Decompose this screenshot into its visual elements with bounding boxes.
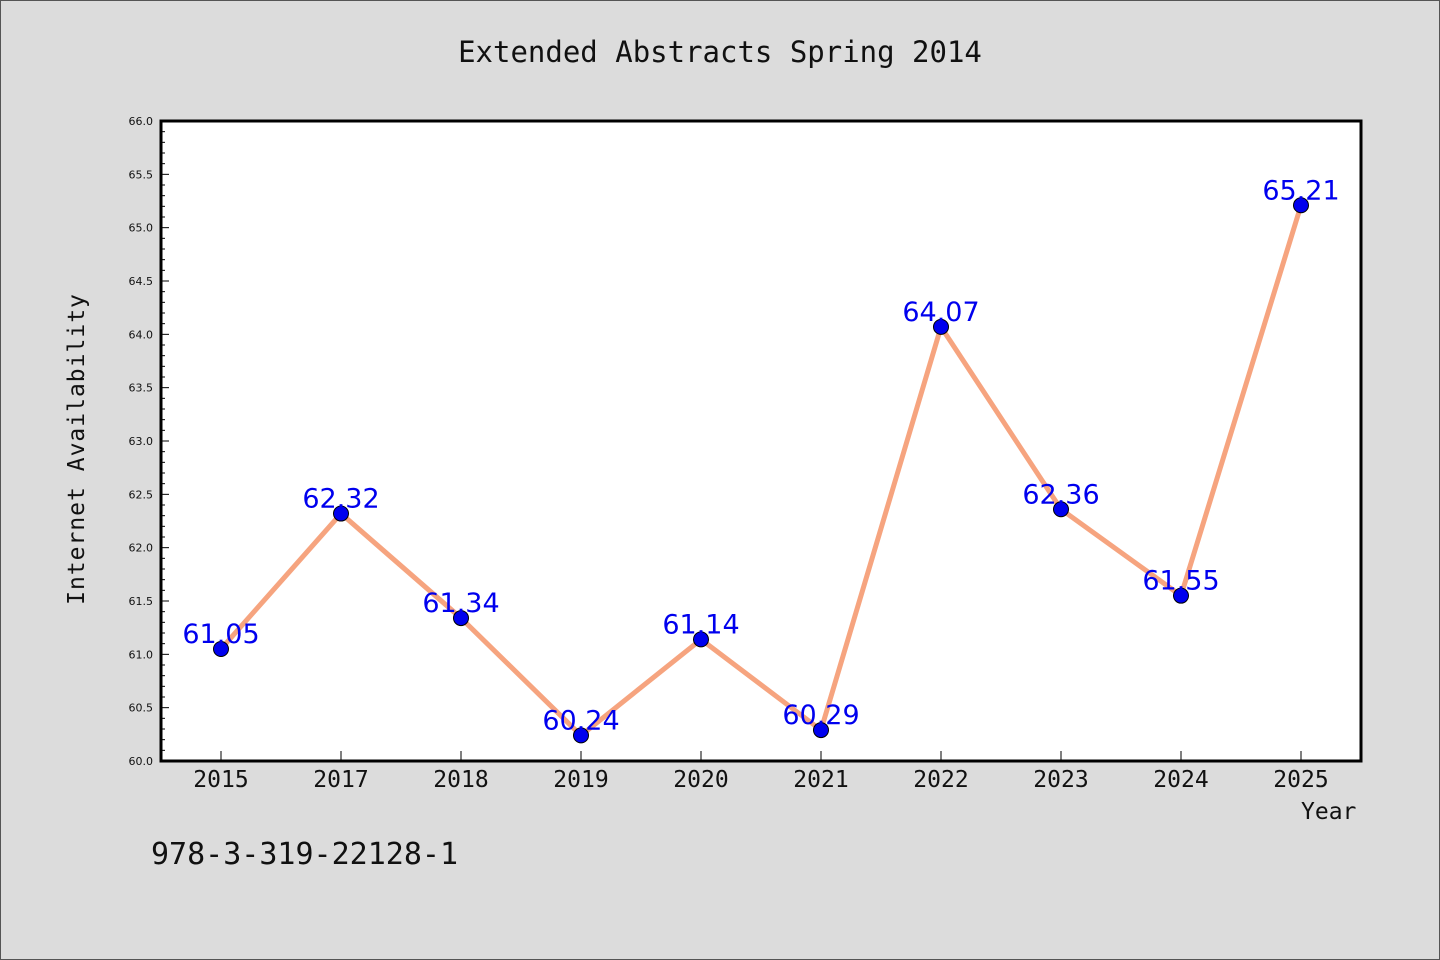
x-tick-label: 2022 — [913, 767, 968, 793]
data-point — [453, 610, 469, 627]
data-label: 65.21 — [1262, 175, 1339, 206]
y-axis: 60.0 60.5 61.0 61.5 62.0 62.5 63.0 63.5 64.0 64.5… — [129, 115, 169, 768]
data-point — [813, 722, 829, 739]
x-tick-label: 2023 — [1033, 767, 1088, 793]
chart-title: Extended Abstracts Spring 2014 — [458, 35, 982, 69]
data-point — [1053, 501, 1069, 518]
data-label: 64.07 — [902, 297, 979, 328]
data-point — [933, 318, 949, 335]
data-points — [213, 197, 1309, 744]
y-tick-label: 62.5 — [129, 488, 154, 501]
x-tick-label: 2015 — [193, 767, 248, 793]
data-label: 61.55 — [1142, 566, 1219, 597]
y-tick-label: 65.5 — [129, 168, 154, 181]
data-label: 61.05 — [182, 619, 259, 650]
x-tick-label: 2025 — [1273, 767, 1328, 793]
x-tick-label: 2024 — [1153, 767, 1208, 793]
data-point — [1293, 197, 1309, 214]
data-label: 62.36 — [1022, 479, 1099, 510]
x-axis: 2015 2017 2018 2019 2020 2021 2022 2023 2024 2025 — [193, 751, 1329, 793]
data-point — [573, 727, 589, 744]
y-tick-label: 64.0 — [129, 328, 154, 341]
y-tick-label: 65.0 — [129, 222, 154, 235]
x-tick-label: 2019 — [553, 767, 608, 793]
data-label: 62.32 — [302, 484, 379, 515]
y-tick-label: 66.0 — [129, 115, 154, 128]
y-tick-label: 62.0 — [129, 542, 154, 555]
data-point — [693, 631, 709, 648]
y-tick-label: 63.0 — [129, 435, 154, 448]
plot-frame — [159, 119, 1363, 763]
y-tick-label: 60.0 — [129, 755, 154, 768]
data-point — [213, 641, 229, 657]
series-line — [219, 204, 1304, 738]
y-tick-label: 61.5 — [129, 595, 154, 608]
data-label: 60.29 — [782, 700, 859, 731]
x-tick-label: 2018 — [433, 767, 488, 793]
footer-isbn: 978-3-319-22128-1 — [151, 837, 459, 872]
data-point — [1173, 587, 1189, 604]
y-tick-label: 63.5 — [129, 382, 154, 395]
x-tick-label: 2021 — [793, 767, 848, 793]
data-label: 61.14 — [662, 609, 739, 640]
y-tick-label: 61.0 — [129, 648, 154, 661]
x-tick-label: 2017 — [313, 767, 368, 793]
data-label: 61.34 — [422, 588, 499, 619]
data-point — [333, 505, 349, 522]
y-tick-label: 60.5 — [129, 702, 154, 715]
series-line-group — [219, 204, 1304, 738]
data-labels: 61.05 62.32 61.34 60.24 61.14 60.29 64.07 62.36… — [182, 175, 1339, 736]
y-tick-label: 64.5 — [129, 275, 154, 288]
data-label: 60.24 — [542, 705, 619, 736]
x-tick-label: 2020 — [673, 767, 728, 793]
x-axis-label: Year — [1301, 799, 1357, 825]
